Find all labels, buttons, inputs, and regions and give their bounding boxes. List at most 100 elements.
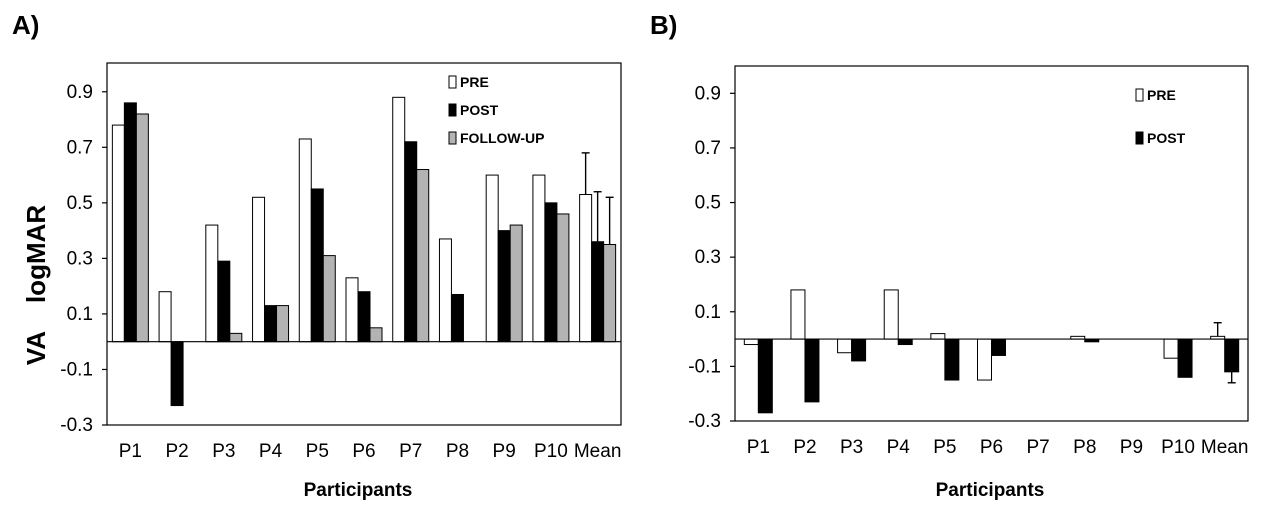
- x-tick-label: P10: [1161, 437, 1195, 458]
- bar-pre-p5: [930, 333, 946, 340]
- bar-pre-p4: [252, 196, 266, 343]
- x-tick-label: P4: [259, 441, 283, 462]
- bar-post-p4: [897, 338, 913, 346]
- bar-post-p10: [544, 202, 558, 343]
- bar-follow-up-p9: [509, 224, 523, 343]
- bar-post-mean: [591, 241, 605, 343]
- bar-pre-p2: [158, 291, 172, 343]
- x-tick-label: P1: [119, 441, 142, 462]
- y-tick-label: -0.1: [60, 359, 93, 380]
- plot-frame-b: [734, 65, 1249, 422]
- y-tick-label: -0.1: [688, 356, 721, 377]
- x-tick-label: P10: [534, 441, 568, 462]
- bar-post-p6: [357, 291, 371, 343]
- bar-follow-up-p5: [322, 255, 336, 343]
- x-tick-label: P7: [1027, 437, 1050, 458]
- x-ticks-b: P1 P2 P3 P4 P5 P6 P7 P8 P9 P10 Mean: [747, 437, 1249, 458]
- bar-post-p5: [310, 188, 324, 343]
- bar-pre-p1: [743, 338, 759, 346]
- bar-post-p6: [991, 338, 1006, 356]
- bar-pre-mean: [579, 194, 593, 343]
- y-tick-label: 0.5: [67, 193, 93, 214]
- legend-swatch-pre: [1135, 88, 1144, 102]
- bar-pre-p10: [532, 174, 546, 343]
- panel-b: B) 0.90.70.50.30.1-0.1-0.3 P1 P2 P3 P4 P5 P6 P…: [650, 10, 1249, 501]
- x-axis-label-a: Participants: [304, 480, 413, 501]
- y-tick-label: -0.3: [60, 415, 93, 436]
- bar-follow-up-p4: [276, 305, 290, 343]
- y-tick-label: 0.9: [67, 82, 93, 103]
- bar-post-p10: [1177, 338, 1193, 378]
- bar-post-p1: [123, 102, 137, 343]
- legend-swatch-follow-up: [448, 131, 457, 145]
- bar-post-p2: [804, 338, 820, 403]
- y-tick-label: 0.1: [695, 302, 721, 323]
- legend-label: POST: [1147, 130, 1186, 146]
- y-axis-label: VA logMAR: [21, 205, 51, 366]
- x-tick-label: Mean: [1201, 437, 1249, 458]
- y-ticks-a: 0.9 0.7 0.5 0.3 0.1 -0.1 -0.3: [60, 82, 107, 436]
- bar-pre-p1: [111, 124, 125, 343]
- y-tick-label: 0.5: [695, 193, 721, 214]
- panel-a: A) VA logMAR 0.90.70.50.30.1-0.1-0.3 P1 P…: [12, 10, 622, 501]
- bar-pre-p5: [298, 138, 312, 343]
- legend-swatch-pre: [448, 75, 457, 89]
- x-tick-label: P2: [165, 441, 188, 462]
- bar-post-p5: [944, 338, 960, 381]
- bar-post-p9: [497, 230, 511, 343]
- x-tick-label: P6: [352, 441, 375, 462]
- bar-follow-up-mean: [603, 244, 617, 343]
- x-tick-label: P5: [933, 437, 956, 458]
- bar-follow-up-p10: [556, 213, 570, 343]
- bar-pre-p6: [977, 338, 992, 381]
- legend-label: FOLLOW-UP: [460, 130, 544, 146]
- x-tick-label: P6: [980, 437, 1003, 458]
- bar-post-p1: [757, 338, 773, 414]
- bar-follow-up-p3: [229, 332, 243, 343]
- legend-label: POST: [460, 102, 499, 118]
- x-tick-label: P1: [747, 437, 770, 458]
- x-tick-label: P9: [493, 441, 516, 462]
- bar-pre-p6: [345, 277, 359, 343]
- x-axis-label-b: Participants: [936, 480, 1045, 501]
- x-tick-label: Mean: [574, 441, 622, 462]
- legend-swatch-post: [448, 103, 457, 117]
- x-tick-label: P8: [446, 441, 469, 462]
- bars-b: [743, 289, 1240, 414]
- bar-follow-up-p6: [369, 327, 383, 343]
- y-tick-label: 0.1: [67, 304, 93, 325]
- y-ticks-b: 0.9 0.7 0.5 0.3 0.1 -0.1 -0.3: [688, 83, 735, 432]
- bar-post-p7: [404, 141, 418, 343]
- bar-follow-up-p7: [416, 169, 430, 343]
- x-tick-label: P3: [212, 441, 235, 462]
- bar-follow-up-p1: [135, 113, 149, 343]
- x-tick-label: P5: [306, 441, 329, 462]
- legend-b: PRE POST: [1135, 87, 1186, 146]
- y-tick-label: 0.7: [695, 138, 721, 159]
- y-tick-label: 0.3: [695, 247, 721, 268]
- panel-b-label: B): [650, 10, 677, 40]
- x-tick-label: P4: [887, 437, 911, 458]
- bar-pre-p2: [790, 289, 806, 340]
- x-tick-label: P2: [793, 437, 816, 458]
- plot-frame-a: [106, 62, 622, 426]
- legend-label: PRE: [460, 74, 489, 90]
- y-tick-label: 0.9: [695, 83, 721, 104]
- legend-label: PRE: [1147, 87, 1176, 103]
- x-tick-label: P7: [399, 441, 422, 462]
- legend-swatch-post: [1135, 131, 1144, 145]
- x-tick-label: P9: [1120, 437, 1143, 458]
- bar-pre-p4: [883, 289, 899, 340]
- legend-a: PRE POST FOLLOW-UP: [448, 74, 544, 146]
- bar-pre-p8: [438, 238, 452, 343]
- bar-pre-p3: [205, 224, 219, 343]
- x-ticks-a: P1 P2 P3 P4 P5 P6 P7 P8 P9 P10 Mean: [119, 441, 622, 462]
- x-tick-label: P3: [840, 437, 863, 458]
- bar-post-p3: [851, 338, 867, 362]
- x-tick-label: P8: [1073, 437, 1096, 458]
- bar-pre-p10: [1163, 338, 1179, 359]
- bar-pre-p3: [837, 338, 853, 354]
- y-tick-label: 0.7: [67, 137, 93, 158]
- panel-a-label: A): [12, 10, 39, 40]
